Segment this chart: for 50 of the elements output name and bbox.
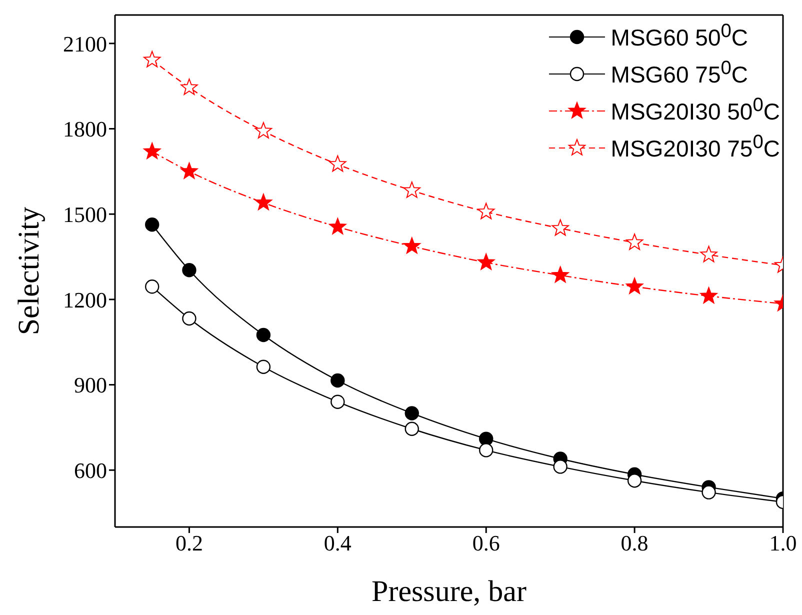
x-tick-label: 1.0 [769, 530, 797, 556]
point [700, 287, 718, 304]
x-axis-title: Pressure, bar [372, 575, 526, 608]
point [478, 202, 495, 220]
x-tick-label: 0.2 [175, 530, 203, 556]
x-tick-label: 0.6 [472, 530, 500, 556]
point [404, 422, 419, 436]
y-axis-title: Selectivity [12, 206, 46, 336]
point [553, 460, 568, 474]
point [254, 194, 272, 210]
point [144, 142, 161, 159]
point [256, 328, 271, 342]
point [182, 311, 196, 326]
point [254, 122, 272, 138]
point [330, 373, 345, 388]
y-tick-label: 1200 [63, 287, 107, 312]
y-tick-label: 600 [74, 458, 107, 483]
point [404, 406, 419, 420]
point [144, 50, 161, 68]
point [329, 218, 346, 234]
legend-label: MSG20I30 50$^{0}$C [610, 95, 780, 126]
point [256, 360, 271, 374]
point [182, 263, 196, 278]
point [552, 266, 569, 283]
point [145, 218, 160, 232]
y-tick-label: 1500 [63, 202, 107, 227]
point [403, 237, 420, 254]
point [180, 78, 198, 95]
point [145, 280, 160, 294]
y-tick-label: 2100 [63, 31, 107, 56]
point [330, 394, 345, 409]
point [403, 182, 420, 198]
legend-label: MSG20I30 75$^{0}$C [610, 132, 780, 163]
point [626, 234, 644, 250]
point [702, 485, 716, 500]
point [479, 443, 494, 458]
point [552, 219, 569, 236]
point [329, 155, 346, 172]
x-tick-label: 0.4 [324, 530, 352, 556]
x-tick-label: 0.8 [620, 530, 648, 556]
legend-label: MSG60 50$^{0}$C [610, 21, 748, 52]
point [478, 253, 495, 270]
point [627, 474, 642, 488]
y-tick-label: 1800 [63, 116, 107, 142]
point [479, 432, 494, 446]
point [626, 278, 644, 294]
y-tick-label: 900 [74, 372, 107, 398]
point [180, 162, 198, 179]
legend-label: MSG60 75$^{0}$C [610, 58, 748, 89]
point [700, 246, 718, 262]
